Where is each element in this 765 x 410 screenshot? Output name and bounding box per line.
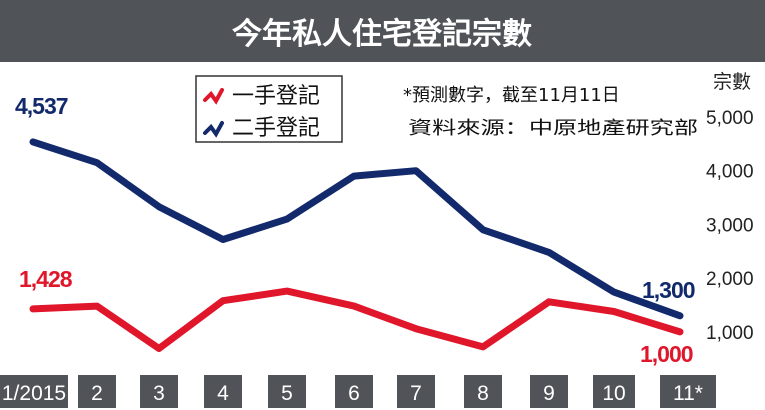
data-point	[284, 288, 290, 294]
x-tick-box	[335, 375, 373, 408]
y-tick-label: 2,000	[706, 269, 754, 290]
y-tick-label: 1,000	[706, 323, 754, 344]
x-tick-box	[593, 375, 635, 408]
data-point	[413, 168, 419, 174]
data-point	[30, 306, 36, 312]
x-tick-label: 9	[543, 382, 555, 405]
data-point	[220, 298, 226, 304]
data-point	[546, 299, 552, 305]
data-point	[220, 237, 226, 242]
data-point	[30, 139, 36, 145]
data-point	[156, 346, 162, 351]
data-point	[156, 204, 162, 210]
x-tick-label: 4	[217, 382, 229, 405]
data-label: 1,300	[642, 277, 695, 303]
forecast-note: *預測數字，截至11月11日	[403, 85, 620, 106]
data-label: 1,000	[640, 341, 693, 367]
x-axis-ticks: 1/2015 2 3 4 5 6 7 8 9 10 11*	[0, 375, 716, 408]
legend-label-series-2: 二手登記	[232, 116, 320, 141]
data-point	[94, 160, 100, 166]
x-tick-box	[0, 375, 68, 408]
data-point	[351, 173, 357, 179]
data-point	[546, 249, 552, 255]
x-tick-box	[660, 375, 716, 408]
x-tick-label: 10	[602, 382, 625, 405]
legend-icon-series-1	[203, 88, 224, 105]
source-note: 資料來源：中原地產研究部	[408, 118, 698, 139]
data-point	[413, 326, 419, 332]
legend-box	[195, 75, 343, 143]
legend: 一手登記 二手登記	[195, 75, 343, 143]
data-labels: 4,537 1,428 1,300 1,000	[15, 93, 696, 367]
x-tick-box	[268, 375, 306, 408]
legend-label-series-1: 一手登記	[232, 84, 320, 109]
x-tick-box	[204, 375, 242, 408]
x-tick-label: 1/2015	[2, 382, 66, 405]
y-tick-label: 5,000	[706, 108, 754, 129]
x-tick-box	[140, 375, 178, 408]
title-bar	[0, 0, 765, 62]
data-point	[480, 227, 486, 233]
data-point	[351, 303, 357, 309]
series-lines	[29, 138, 684, 352]
x-tick-label: 11*	[673, 382, 703, 405]
data-point	[677, 313, 683, 319]
data-point	[94, 303, 100, 309]
chart-title: 今年私人住宅登記宗數	[232, 17, 532, 52]
x-tick-box	[530, 375, 568, 408]
x-tick-box	[397, 375, 435, 408]
y-tick-label: 4,000	[706, 162, 754, 183]
data-point	[677, 329, 683, 335]
x-tick-label: 6	[348, 382, 360, 405]
x-tick-label: 7	[410, 382, 422, 405]
data-point	[284, 216, 290, 222]
x-axis-bar	[0, 370, 765, 410]
data-label: 4,537	[15, 93, 68, 119]
data-point	[611, 289, 617, 295]
x-tick-box	[78, 375, 116, 408]
data-point	[480, 344, 486, 350]
series-line-1	[29, 287, 684, 352]
x-tick-label: 3	[153, 382, 165, 405]
x-tick-label: 2	[91, 382, 103, 405]
series-line-2	[29, 138, 684, 320]
data-label: 1,428	[19, 266, 73, 292]
x-tick-label: 5	[281, 382, 293, 405]
y-tick-label: 3,000	[706, 215, 754, 236]
x-tick-label: 8	[477, 382, 489, 405]
data-point	[611, 309, 617, 314]
x-tick-box	[464, 375, 502, 408]
legend-icon-series-2	[203, 121, 224, 138]
y-axis-label: 宗數	[713, 71, 751, 93]
y-axis-ticks: 1,000 2,000 3,000 4,000 5,000	[706, 108, 754, 344]
